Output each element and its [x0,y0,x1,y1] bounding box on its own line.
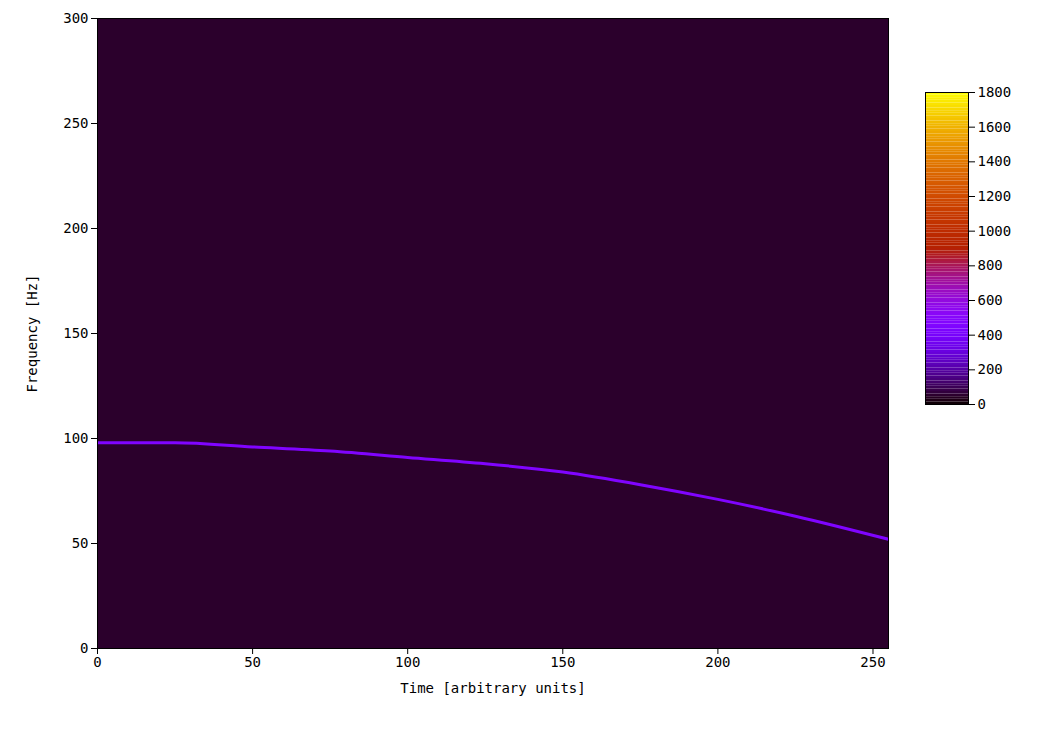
svg-text:Time [arbitrary units]: Time [arbitrary units] [400,680,585,696]
svg-text:1000: 1000 [978,223,1012,239]
svg-text:150: 150 [550,654,575,670]
svg-text:250: 250 [860,654,885,670]
svg-text:0: 0 [80,640,88,656]
svg-text:200: 200 [63,220,88,236]
svg-text:1600: 1600 [978,119,1012,135]
svg-text:300: 300 [63,10,88,26]
svg-text:100: 100 [395,654,420,670]
svg-text:250: 250 [63,115,88,131]
svg-text:200: 200 [705,654,730,670]
svg-text:400: 400 [978,327,1003,343]
svg-text:150: 150 [63,325,88,341]
svg-text:Frequency [Hz]: Frequency [Hz] [24,274,40,392]
svg-text:50: 50 [72,535,89,551]
svg-text:1800: 1800 [978,84,1012,100]
svg-text:800: 800 [978,257,1003,273]
svg-text:50: 50 [244,654,261,670]
svg-text:0: 0 [978,396,986,412]
svg-text:0: 0 [93,654,101,670]
svg-text:1400: 1400 [978,153,1012,169]
svg-text:100: 100 [63,430,88,446]
svg-text:1200: 1200 [978,188,1012,204]
svg-text:200: 200 [978,361,1003,377]
svg-text:600: 600 [978,292,1003,308]
